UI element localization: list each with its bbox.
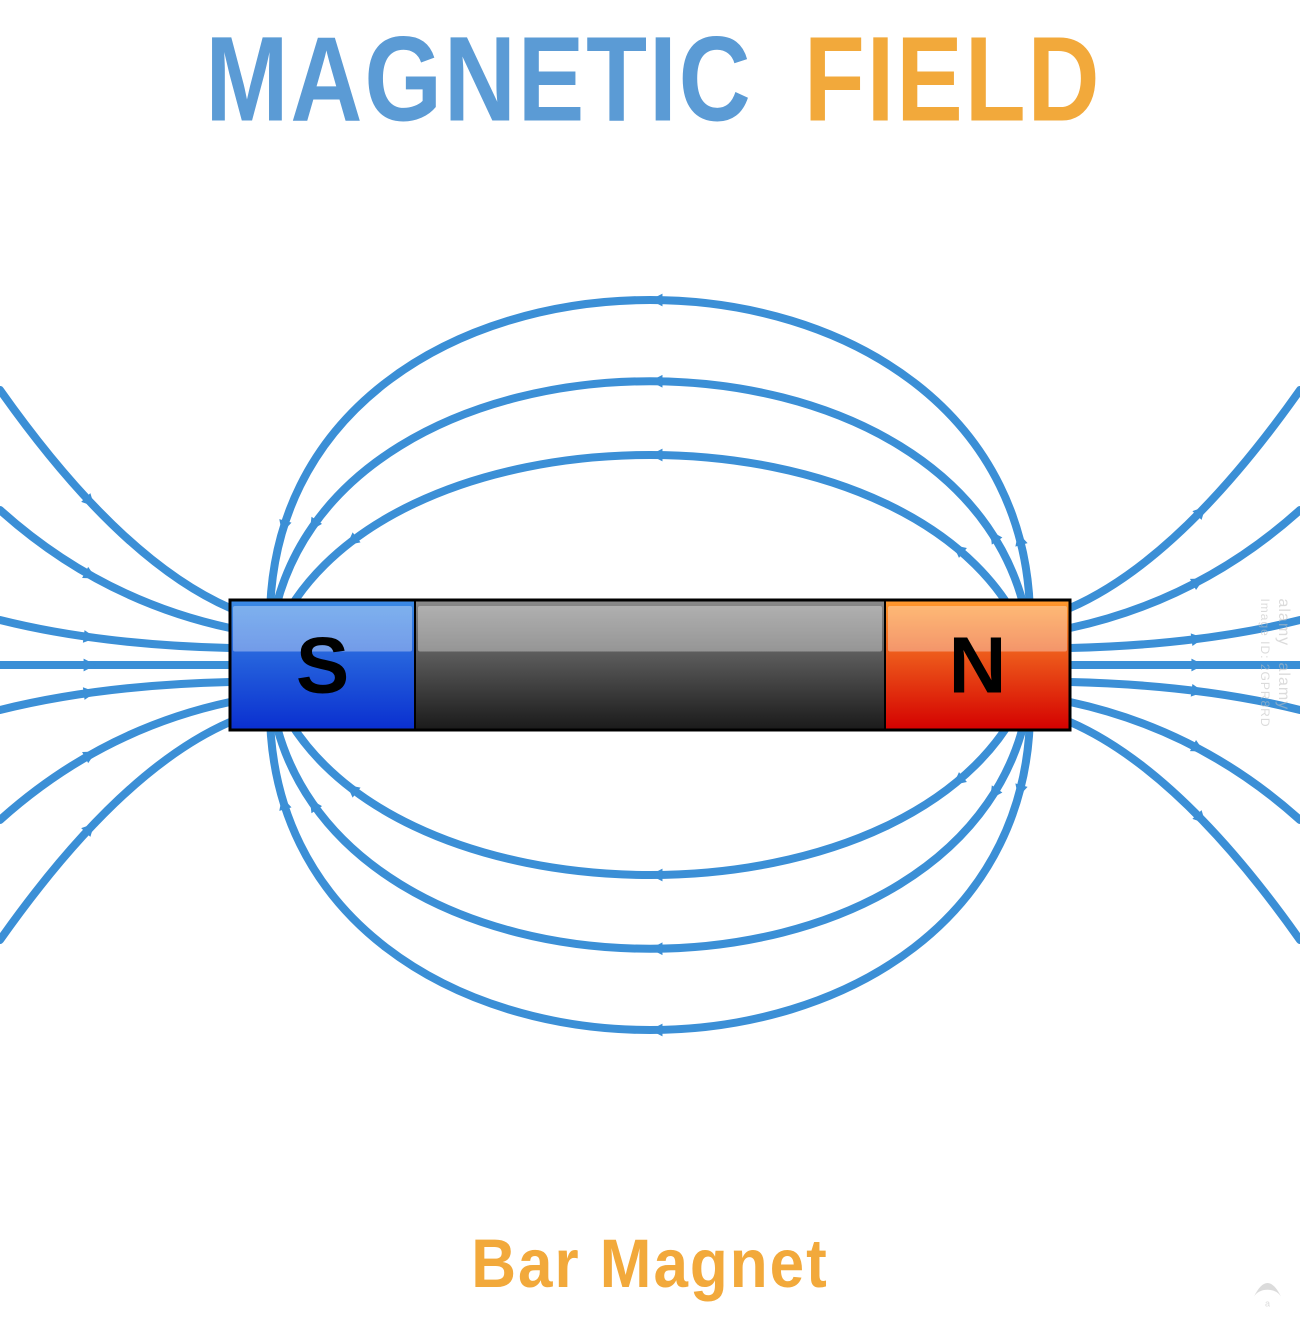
svg-text:N: N bbox=[949, 621, 1007, 710]
watermark-logo: a bbox=[1245, 1265, 1290, 1310]
diagram: SN bbox=[0, 200, 1300, 1100]
bar-magnet: SN bbox=[230, 600, 1070, 730]
title-word-1: MAGNETIC bbox=[205, 11, 752, 149]
svg-text:S: S bbox=[296, 621, 349, 710]
subtitle: Bar Magnet bbox=[0, 1225, 1300, 1303]
title: MAGNETIC FIELD bbox=[0, 0, 1300, 140]
svg-text:a: a bbox=[1265, 1298, 1270, 1308]
title-word-2: FIELD bbox=[804, 11, 1102, 149]
watermark-text: alamy alamy Image ID: 2GPR8RD bbox=[1256, 598, 1292, 727]
